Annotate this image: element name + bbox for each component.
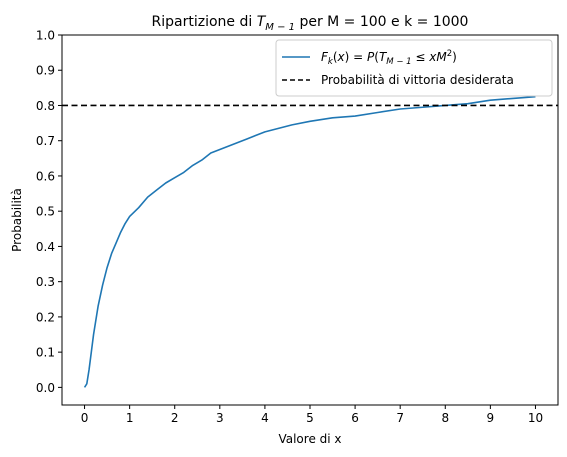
y-tick-label: 0.6	[36, 169, 55, 183]
y-tick-label: 0.8	[36, 99, 55, 113]
x-tick-label: 3	[216, 411, 224, 425]
x-tick-label: 10	[528, 411, 543, 425]
x-axis-label: Valore di x	[278, 432, 341, 446]
chart-title: Ripartizione di TM − 1 per M = 100 e k =…	[152, 14, 469, 33]
x-tick-label: 9	[487, 411, 495, 425]
title-suffix: per M = 100 e k = 1000	[295, 14, 468, 30]
x-tick-label: 8	[441, 411, 449, 425]
legend-cdf-f: F	[321, 50, 329, 64]
y-tick-label: 0.4	[36, 240, 55, 254]
y-tick-label: 0.0	[36, 381, 55, 395]
y-tick-label: 0.2	[36, 310, 55, 324]
plot-lines	[62, 95, 558, 388]
cdf-series-line	[83, 95, 536, 388]
y-tick-label: 0.7	[36, 134, 55, 148]
legend-label-cdf: Fk(x) = P(TM − 1 ≤ xM2)	[321, 49, 457, 67]
x-tick-label: 0	[81, 411, 89, 425]
x-tick-label: 1	[126, 411, 134, 425]
legend-box	[275, 39, 553, 97]
x-tick-label: 2	[171, 411, 179, 425]
legend-label-threshold: Probabilità di vittoria desiderata	[321, 73, 514, 87]
title-variable: T	[257, 14, 267, 30]
x-tick-label: 7	[396, 411, 404, 425]
y-axis-ticks: 0.0 0.1 0.2 0.3 0.4 0.5 0.6 0.7 0.8 0.9 1.0	[36, 29, 62, 395]
x-tick-label: 4	[261, 411, 269, 425]
x-tick-label: 6	[351, 411, 359, 425]
y-tick-label: 0.5	[36, 205, 55, 219]
y-tick-label: 0.9	[36, 64, 55, 78]
y-axis-label: Probabilità	[10, 188, 24, 252]
legend: Fk(x) = P(TM − 1 ≤ xM2) Probabilità di v…	[275, 39, 553, 97]
y-tick-label: 1.0	[36, 29, 55, 43]
title-prefix: Ripartizione di	[152, 14, 257, 30]
x-axis-ticks: 0 1 2 3 4 5 6 7 8 9 10	[81, 405, 543, 425]
plot-frame	[61, 34, 559, 406]
x-tick-label: 5	[306, 411, 314, 425]
y-tick-label: 0.3	[36, 275, 55, 289]
title-variable-subscript: M − 1	[265, 22, 295, 33]
y-tick-label: 0.1	[36, 346, 55, 360]
